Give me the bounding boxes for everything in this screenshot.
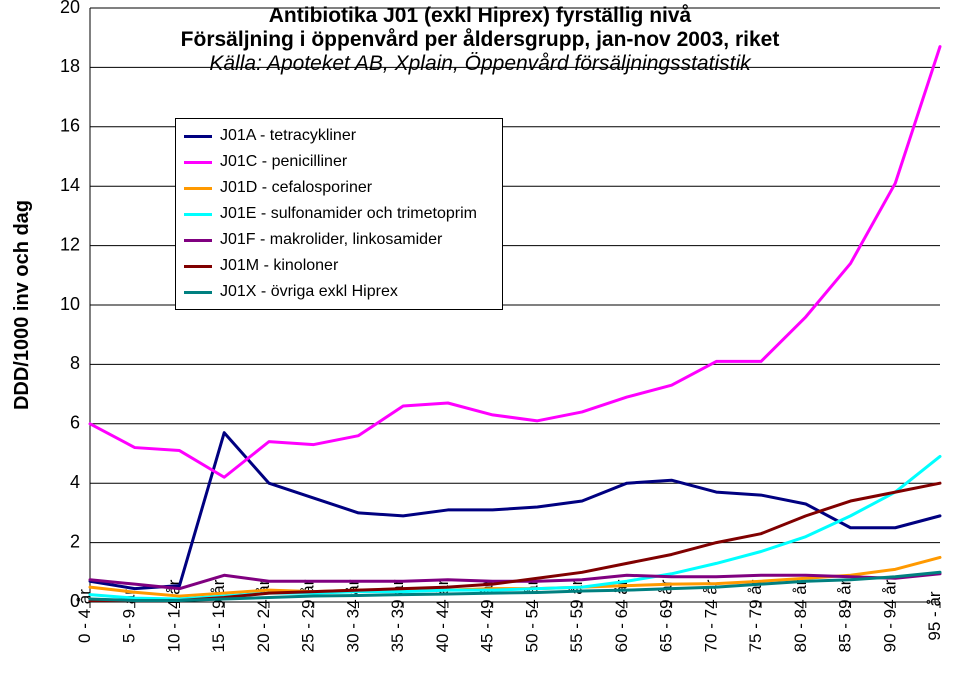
legend-item-J01D: J01D - cefalosporiner — [184, 175, 494, 201]
legend-swatch — [184, 213, 212, 216]
xtick-label: 90 - 94 år — [880, 579, 899, 652]
legend-swatch — [184, 187, 212, 190]
legend-label: J01F - makrolider, linkosamider — [220, 231, 442, 249]
ytick-label: 6 — [70, 413, 80, 433]
xtick-label: 95 - år — [925, 591, 944, 640]
ytick-label: 2 — [70, 531, 80, 551]
legend-swatch — [184, 135, 212, 138]
ytick-label: 8 — [70, 353, 80, 373]
xtick-label: 10 - 14 år — [164, 579, 183, 652]
chart-svg: 024681012141618200 - 4 år5 - 9 år10 - 14… — [0, 0, 960, 694]
chart-title-line-1: Antibiotika J01 (exkl Hiprex) fyrställig… — [0, 4, 960, 28]
ytick-label: 14 — [60, 175, 80, 195]
legend-label: J01X - övriga exkl Hiprex — [220, 283, 398, 301]
legend-swatch — [184, 161, 212, 164]
legend-item-J01C: J01C - penicilliner — [184, 149, 494, 175]
legend-swatch — [184, 239, 212, 242]
xtick-label: 0 - 4 år — [75, 589, 94, 643]
legend-swatch — [184, 291, 212, 294]
legend-label: J01C - penicilliner — [220, 153, 347, 171]
yaxis-title: DDD/1000 inv och dag — [11, 200, 33, 410]
xtick-label: 70 - 74 år — [701, 579, 720, 652]
chart-container: Antibiotika J01 (exkl Hiprex) fyrställig… — [0, 0, 960, 694]
chart-title-block: Antibiotika J01 (exkl Hiprex) fyrställig… — [0, 4, 960, 76]
legend-item-J01E: J01E - sulfonamider och trimetoprim — [184, 201, 494, 227]
ytick-label: 16 — [60, 116, 80, 136]
legend-swatch — [184, 265, 212, 268]
legend-label: J01D - cefalosporiner — [220, 179, 372, 197]
ytick-label: 4 — [70, 472, 80, 492]
xtick-label: 15 - 19 år — [209, 579, 228, 652]
legend-item-J01M: J01M - kinoloner — [184, 253, 494, 279]
legend-item-J01A: J01A - tetracykliner — [184, 123, 494, 149]
xtick-label: 85 - 89 år — [836, 579, 855, 652]
series-line-J01A — [90, 433, 940, 589]
xtick-label: 80 - 84 år — [791, 579, 810, 652]
legend-label: J01M - kinoloner — [220, 257, 338, 275]
chart-source-line: Källa: Apoteket AB, Xplain, Öppenvård fö… — [0, 52, 960, 76]
legend-item-J01F: J01F - makrolider, linkosamider — [184, 227, 494, 253]
legend-label: J01A - tetracykliner — [220, 127, 356, 145]
xtick-label: 75 - 79 år — [746, 579, 765, 652]
ytick-label: 12 — [60, 234, 80, 254]
legend-label: J01E - sulfonamider och trimetoprim — [220, 205, 477, 223]
legend: J01A - tetracykliner J01C - penicilliner J… — [175, 118, 503, 310]
ytick-label: 10 — [60, 294, 80, 314]
chart-title-line-2: Försäljning i öppenvård per åldersgrupp,… — [0, 28, 960, 52]
legend-item-J01X: J01X - övriga exkl Hiprex — [184, 279, 494, 305]
